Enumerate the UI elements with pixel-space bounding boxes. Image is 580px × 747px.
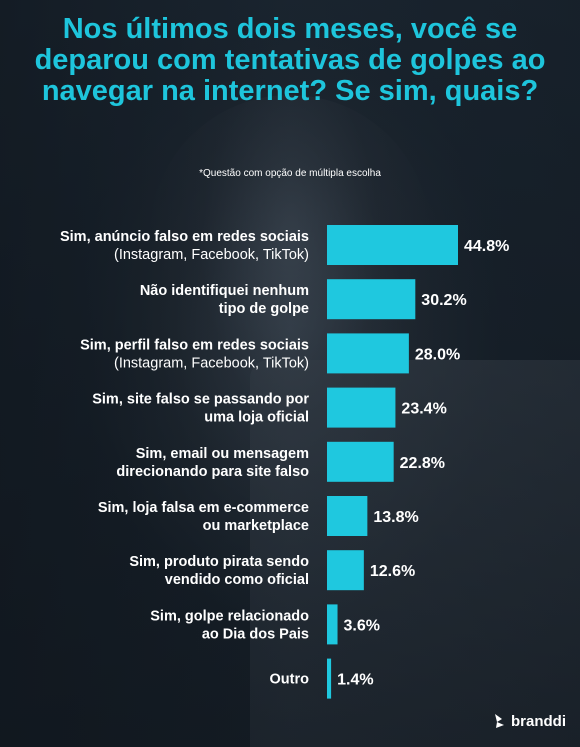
value-label-4: 23.4% [401,401,446,418]
bar-9 [327,658,332,699]
category-label-5-line-1: Sim, email ou mensagem [136,446,309,462]
category-label-1-line-1: Sim, anúncio falso em redes sociais [60,229,309,245]
category-label-3-line-2: (Instagram, Facebook, TikTok) [114,355,309,371]
value-label-6: 13.8% [373,509,418,526]
multiple-choice-note: *Questão com opção de múltipla escolha [199,168,381,179]
brand-name: branddi [511,712,566,730]
bar-2 [327,279,416,320]
bar-4 [327,387,396,428]
value-label-2: 30.2% [421,292,466,309]
bar-7 [327,550,364,591]
category-label-1-line-2: (Instagram, Facebook, TikTok) [114,247,309,263]
category-label-2-line-1: Não identifiquei nenhum [140,283,309,299]
bar-8 [327,604,338,645]
bar-5 [327,441,394,482]
bar-3 [327,333,409,374]
category-label-4-line-2: uma loja oficial [204,410,309,426]
category-label-5-line-2: direcionando para site falso [116,464,309,480]
category-label-7-line-1: Sim, produto pirata sendo [129,554,309,570]
value-label-3: 28.0% [415,346,460,363]
value-label-9: 1.4% [337,672,373,689]
value-label-7: 12.6% [370,563,415,580]
bar-6 [327,496,368,536]
category-label-9-line-1: Outro [270,672,310,688]
category-label-8-line-2: ao Dia dos Pais [202,626,309,642]
value-label-1: 44.8% [464,238,509,255]
category-label-2-line-2: tipo de golpe [219,301,309,317]
value-label-5: 22.8% [400,455,445,472]
category-label-8-line-1: Sim, golpe relacionado [150,608,309,624]
category-label-3-line-1: Sim, perfil falso em redes sociais [80,337,309,353]
branddi-logo-icon [495,714,504,728]
chart-title: Nos últimos dois meses, você se deparou … [34,13,546,107]
bar-1 [327,225,458,265]
branddi-logo: branddi [493,710,566,732]
category-label-6-line-2: ou marketplace [203,518,309,534]
category-label-4-line-1: Sim, site falso se passando por [92,392,309,408]
category-label-6-line-1: Sim, loja falsa em e-commerce [98,500,309,516]
category-label-7-line-2: vendido como oficial [165,572,309,588]
value-label-8: 3.6% [344,617,380,634]
